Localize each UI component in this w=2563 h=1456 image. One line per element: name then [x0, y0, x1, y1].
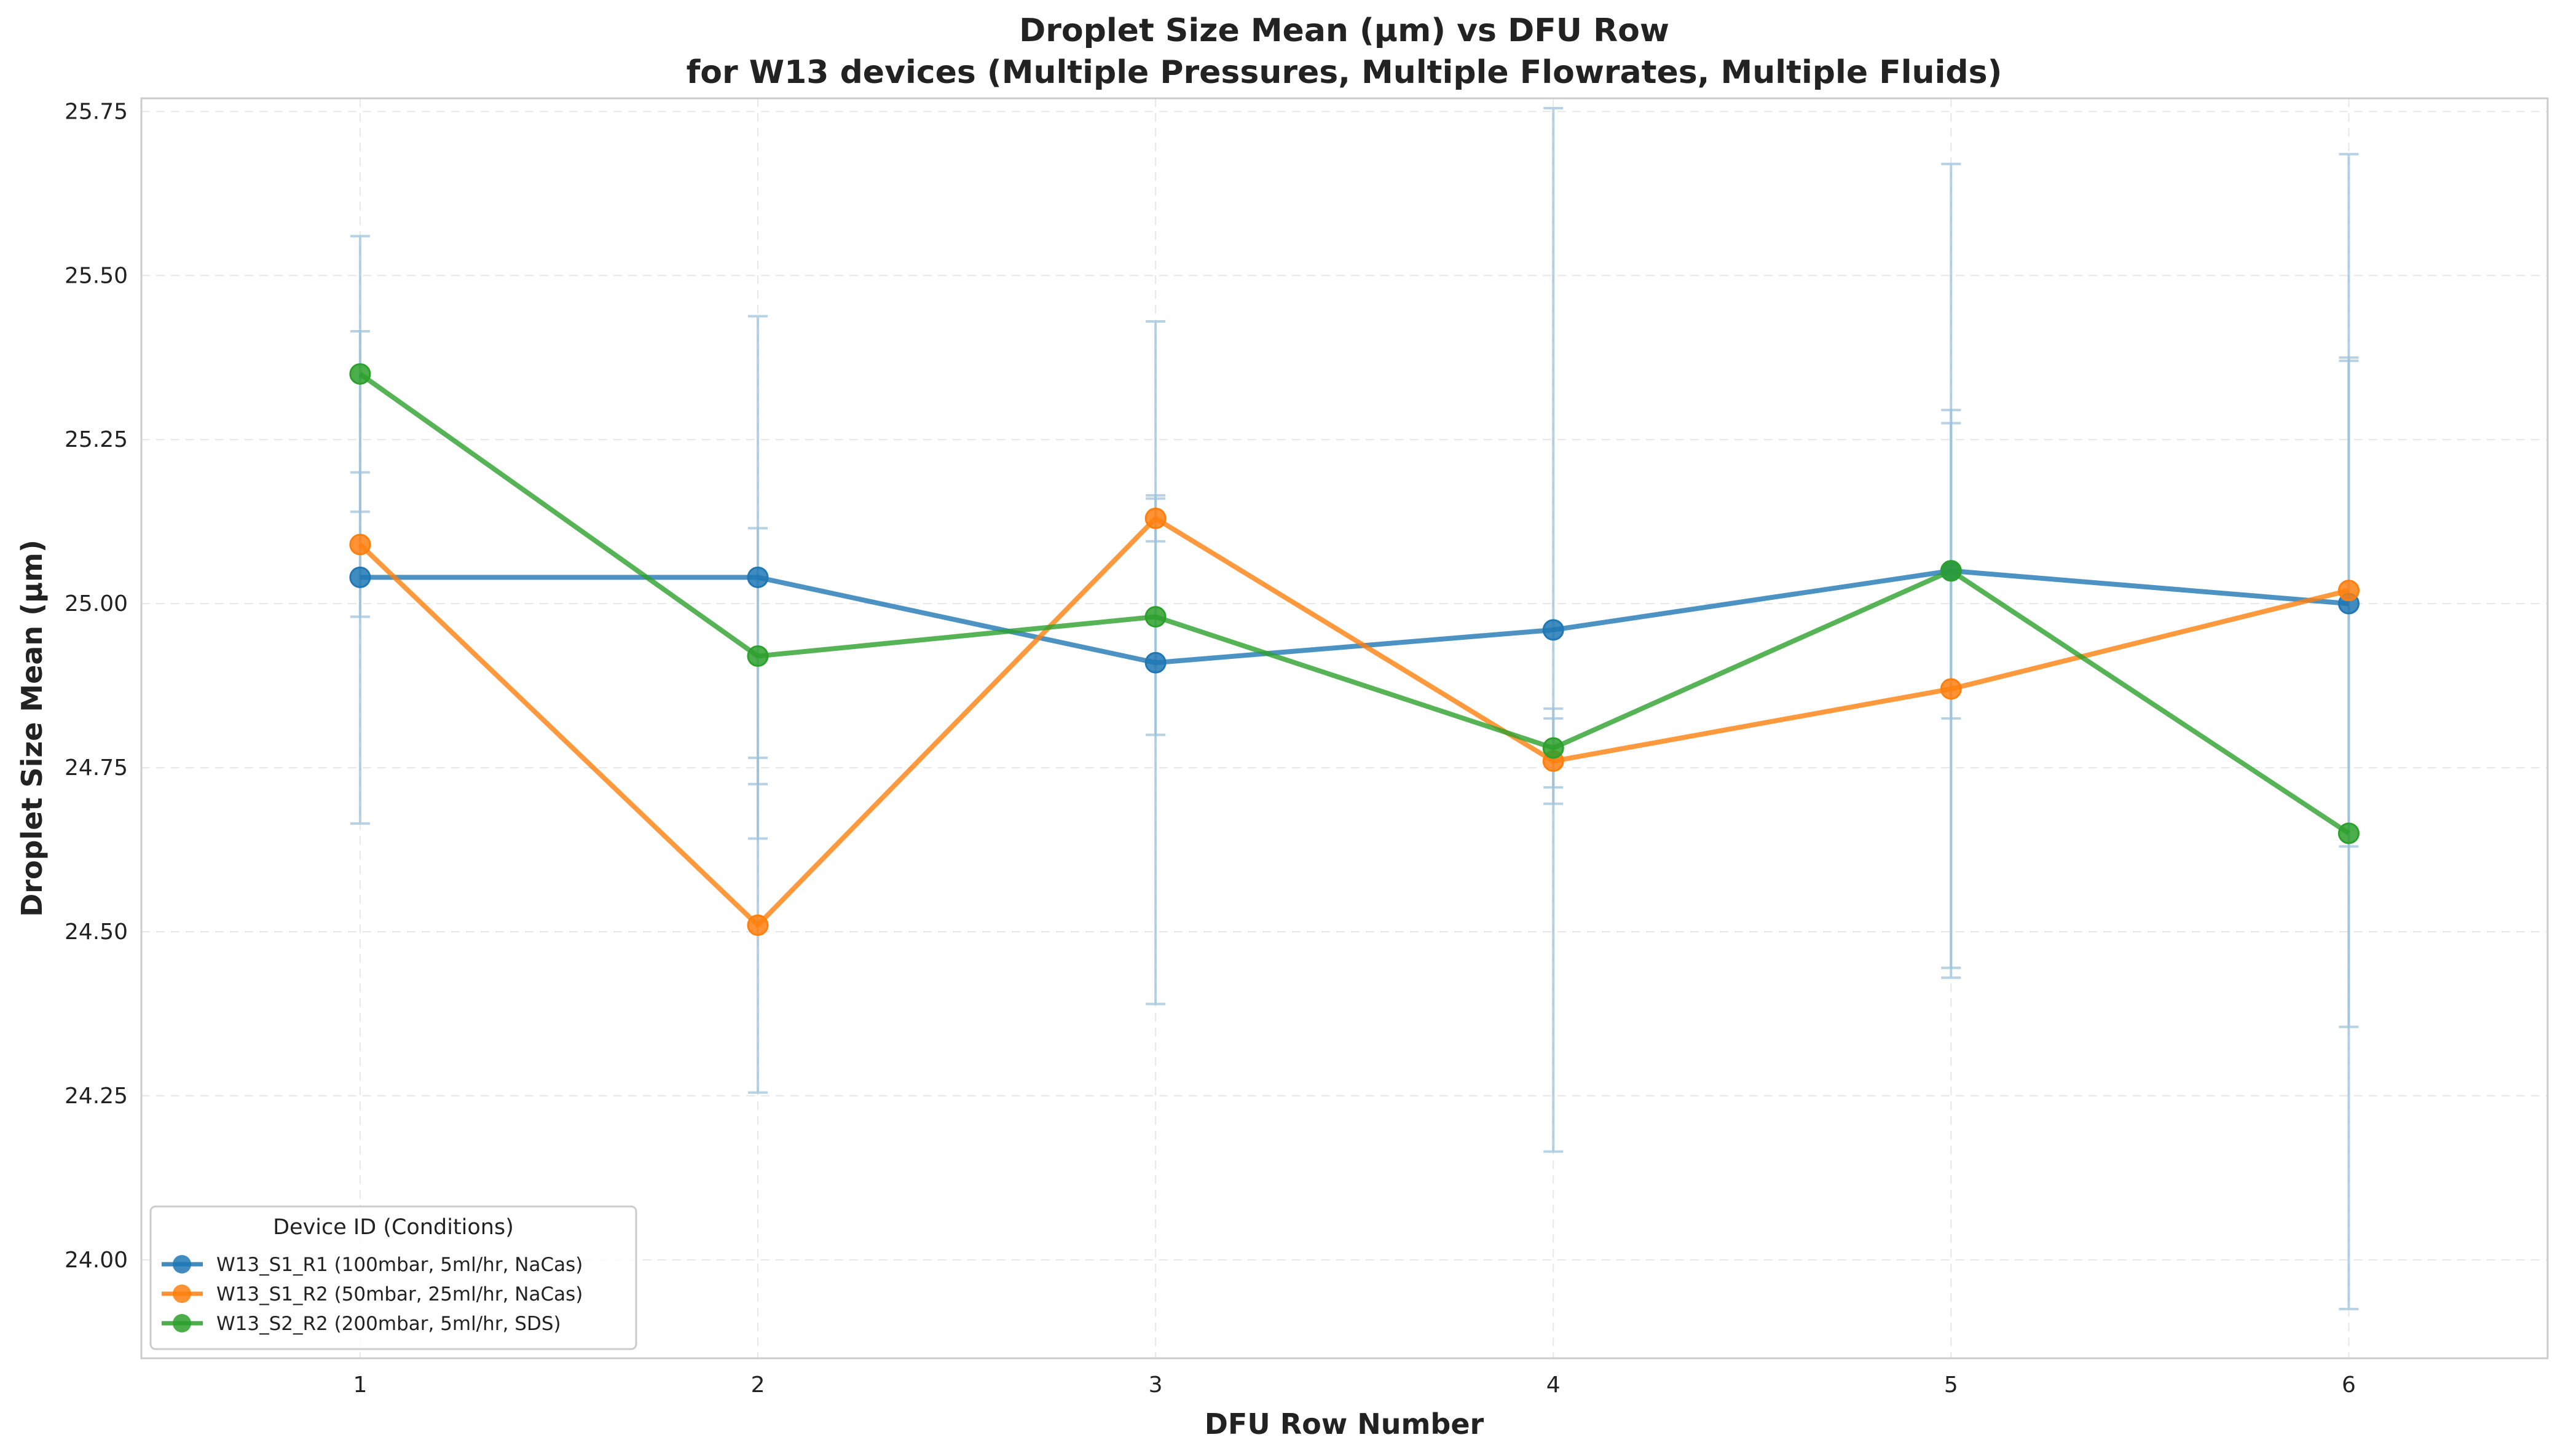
data-point	[1940, 560, 1962, 582]
series-line	[360, 568, 2349, 666]
chart-subtitle: for W13 devices (Multiple Pressures, Mul…	[687, 54, 2002, 91]
data-point	[747, 645, 769, 667]
data-point	[349, 566, 371, 588]
y-axis-ticks: 24.00 24.25 24.50 24.75 25.00 25.25 25.50 25.75	[65, 99, 128, 1272]
legend-label: W13_S1_R1 (100mbar, 5ml/hr, NaCas)	[216, 1254, 583, 1276]
x-axis-label: DFU Row Number	[1205, 1407, 1484, 1441]
legend: Device ID (Conditions) W13_S1_R1 (100mba…	[149, 1205, 637, 1350]
y-tick-label: 24.00	[65, 1248, 128, 1273]
legend-label: W13_S1_R2 (50mbar, 25ml/hr, NaCas)	[216, 1283, 583, 1305]
y-tick-label: 25.00	[65, 591, 128, 616]
x-axis-ticks: 1 2 3 4 5 6	[353, 1372, 2355, 1398]
data-point	[1542, 619, 1564, 641]
data-point	[1940, 678, 1962, 700]
y-tick-label: 25.75	[65, 99, 128, 124]
data-point	[747, 914, 769, 936]
legend-marker	[173, 1314, 191, 1332]
data-point	[349, 533, 371, 556]
x-tick-label: 3	[1149, 1372, 1163, 1398]
legend-label: W13_S2_R2 (200mbar, 5ml/hr, SDS)	[216, 1313, 561, 1335]
y-axis-label: Droplet Size Mean (μm)	[15, 540, 49, 917]
series-line	[358, 372, 2350, 836]
y-tick-label: 25.25	[65, 427, 128, 452]
plot-frame	[140, 97, 2549, 1360]
chart-title: Droplet Size Mean (μm) vs DFU Row	[1019, 12, 1669, 49]
data-point	[1144, 605, 1167, 628]
y-tick-label: 24.75	[65, 755, 128, 781]
legend-items: W13_S1_R1 (100mbar, 5ml/hr, NaCas) W13_S1…	[162, 1254, 583, 1335]
data-point	[2337, 580, 2360, 602]
x-tick-label: 2	[751, 1372, 765, 1398]
legend-marker	[173, 1285, 191, 1303]
series-line	[358, 516, 2350, 928]
legend-title: Device ID (Conditions)	[273, 1215, 514, 1240]
x-tick-label: 4	[1546, 1372, 1561, 1398]
legend-box	[149, 1205, 637, 1350]
series-points	[349, 363, 2360, 936]
y-tick-label: 25.50	[65, 263, 128, 288]
y-tick-label: 24.25	[65, 1084, 128, 1109]
x-tick-label: 1	[353, 1372, 367, 1398]
x-tick-label: 5	[1944, 1372, 1958, 1398]
data-point	[2337, 822, 2360, 844]
y-tick-label: 24.50	[65, 919, 128, 945]
series-lines	[358, 372, 2350, 928]
legend-marker	[173, 1255, 191, 1273]
data-point	[1144, 651, 1167, 674]
data-point	[1542, 737, 1564, 759]
data-point	[1144, 507, 1167, 529]
data-point	[349, 363, 371, 385]
data-point	[747, 566, 769, 588]
x-tick-label: 6	[2342, 1372, 2356, 1398]
